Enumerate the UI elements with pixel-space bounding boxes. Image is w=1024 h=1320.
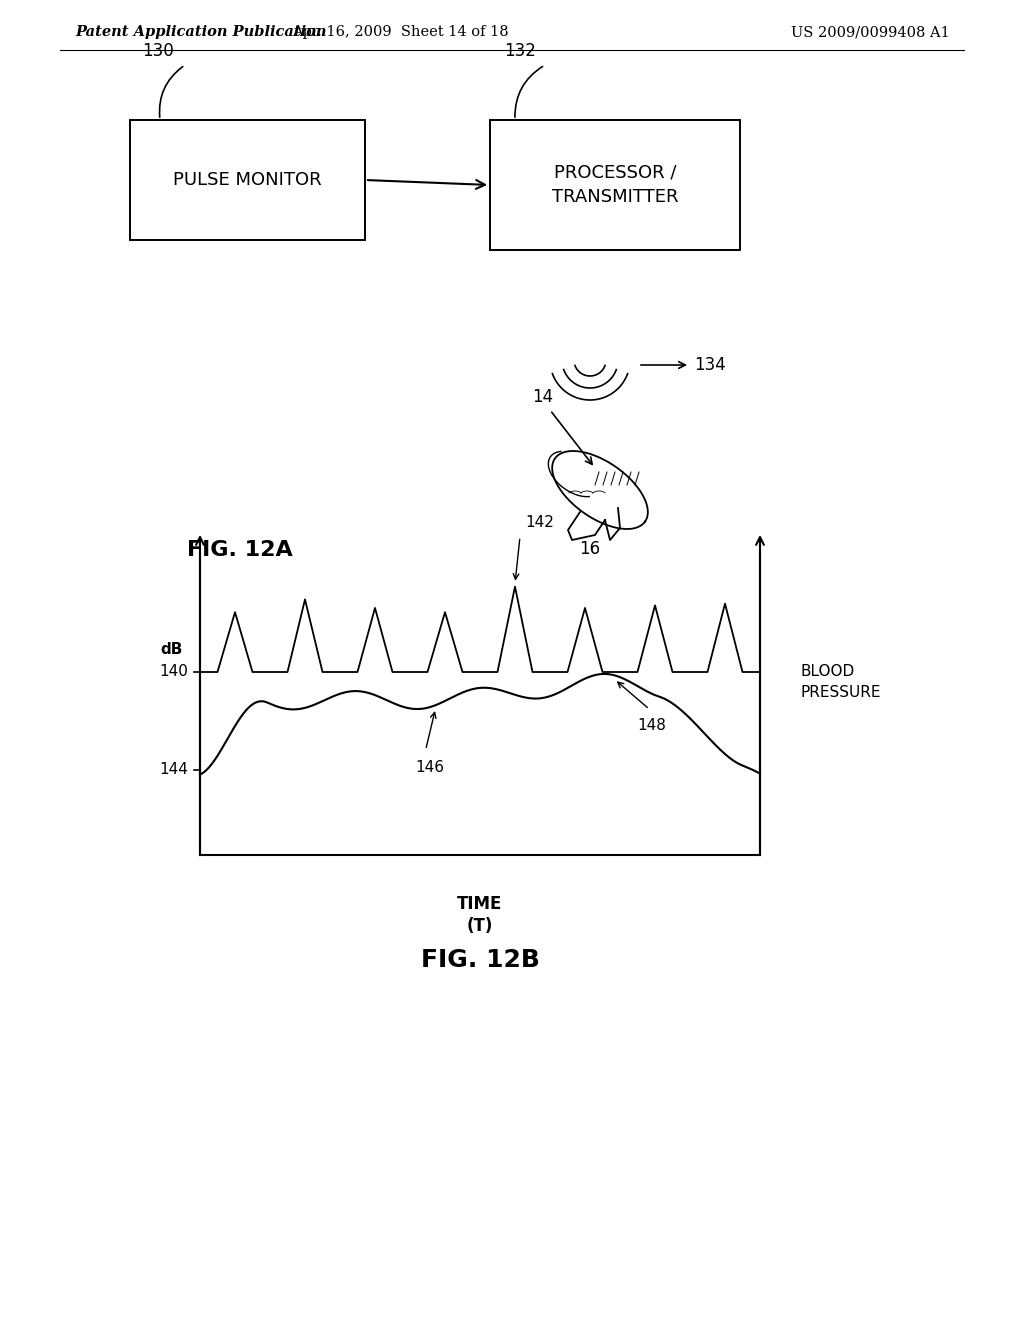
Bar	[490, 120, 740, 249]
Text: BLOOD
PRESSURE: BLOOD PRESSURE	[800, 664, 881, 700]
Text: dB: dB	[161, 643, 183, 657]
Text: 140: 140	[159, 664, 188, 680]
Text: 148: 148	[638, 718, 667, 734]
Text: US 2009/0099408 A1: US 2009/0099408 A1	[791, 25, 949, 40]
Text: PULSE MONITOR: PULSE MONITOR	[173, 172, 322, 189]
Text: TIME
(T): TIME (T)	[458, 895, 503, 935]
Text: 144: 144	[159, 762, 188, 777]
Text: 14: 14	[532, 388, 553, 407]
Text: 146: 146	[416, 760, 444, 775]
Text: Patent Application Publication: Patent Application Publication	[75, 25, 327, 40]
Text: PROCESSOR /
TRANSMITTER: PROCESSOR / TRANSMITTER	[552, 164, 678, 206]
Text: 132: 132	[504, 42, 536, 59]
Bar	[130, 120, 365, 240]
Text: FIG. 12B: FIG. 12B	[421, 948, 540, 972]
Text: 16: 16	[580, 540, 600, 558]
Text: FIG. 12A: FIG. 12A	[187, 540, 293, 560]
Text: Apr. 16, 2009  Sheet 14 of 18: Apr. 16, 2009 Sheet 14 of 18	[292, 25, 508, 40]
Text: 134: 134	[694, 356, 726, 374]
Text: 142: 142	[525, 515, 554, 529]
Text: 130: 130	[142, 42, 174, 59]
